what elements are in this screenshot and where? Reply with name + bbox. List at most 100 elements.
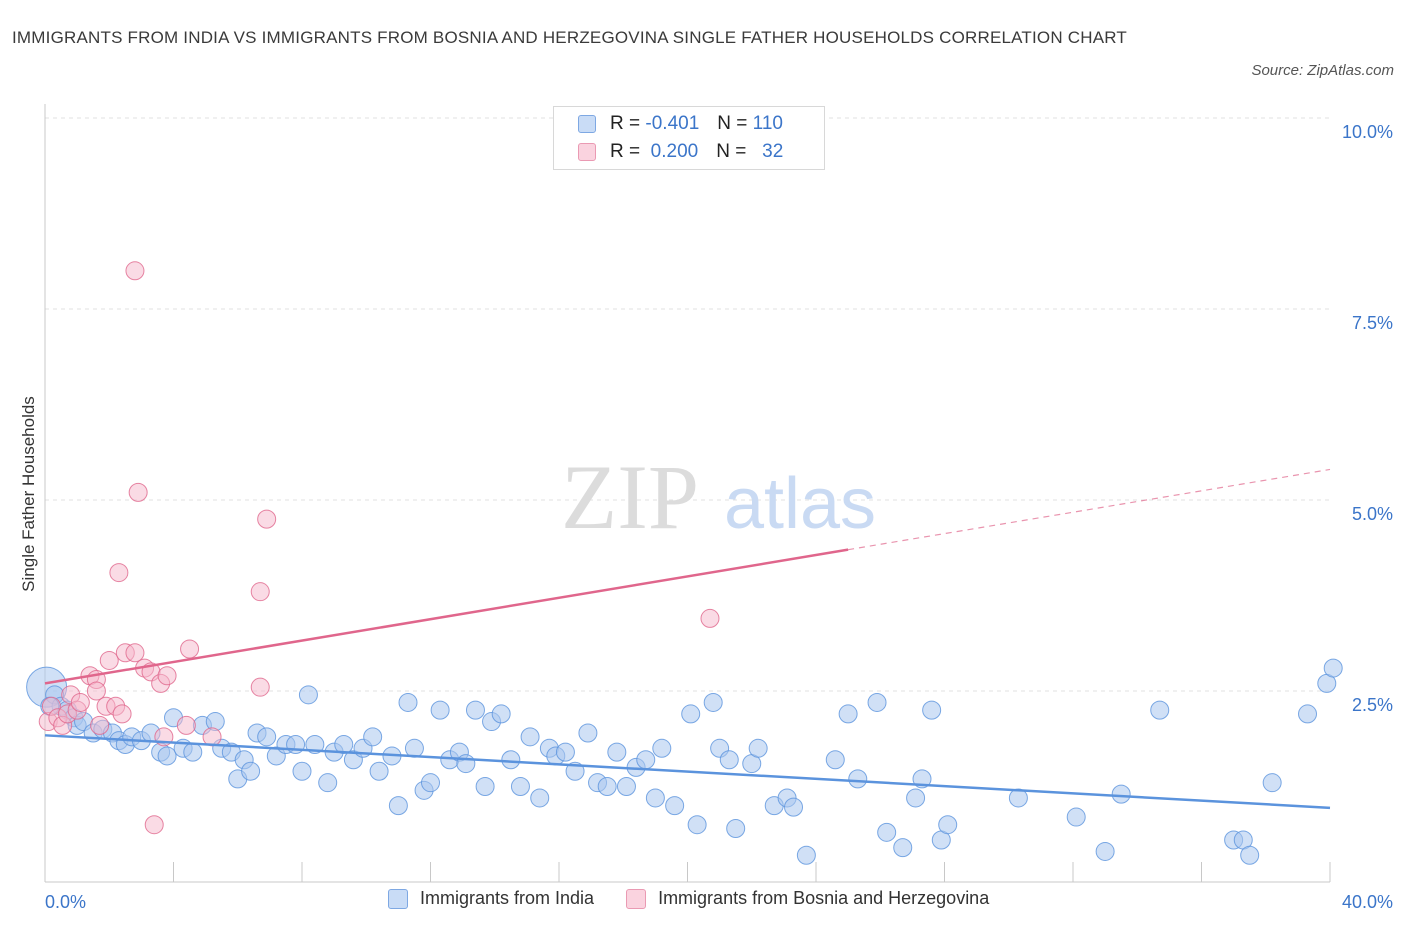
india-point — [784, 797, 804, 817]
bosnia-point — [125, 261, 145, 281]
india-point — [456, 754, 476, 774]
india-point — [430, 700, 450, 720]
india-point — [555, 742, 575, 762]
legend-r-value: -0.401 — [645, 113, 700, 134]
india-point — [491, 704, 511, 724]
india-point — [241, 761, 261, 781]
bosnia-point — [99, 650, 119, 670]
india-point — [719, 750, 739, 770]
india-point — [687, 815, 707, 835]
india-point — [1298, 704, 1318, 724]
india-point — [1095, 841, 1115, 861]
watermark-zip: ZIP — [561, 446, 699, 548]
bosnia-point — [257, 509, 277, 529]
india-point — [726, 819, 746, 839]
legend-swatch-bosnia — [626, 888, 647, 909]
india-point — [796, 845, 816, 865]
india-point — [530, 788, 550, 808]
india-point — [475, 777, 495, 796]
bosnia-point — [109, 563, 129, 583]
watermark: ZIP atlas — [561, 446, 876, 548]
india-point — [501, 750, 521, 770]
correlation-legend: R = -0.401 N = 110 R = 0.200 N = 32 — [553, 106, 825, 170]
india-point — [298, 685, 318, 705]
india-point — [597, 777, 617, 796]
bosnia-point — [112, 704, 132, 724]
legend-r-label: R = — [610, 141, 641, 162]
legend-label-india: Immigrants from India — [420, 888, 595, 908]
india-point — [645, 788, 665, 808]
bosnia-trend-line-extension — [848, 468, 1331, 551]
india-point — [848, 769, 868, 789]
y-axis-label: Single Father Households — [19, 396, 38, 592]
axes — [44, 104, 1331, 883]
tick-labels: 2.5% 5.0% 7.5% 10.0% 0.0% 40.0% — [45, 122, 1393, 912]
india-point — [305, 734, 325, 754]
india-point — [681, 704, 701, 724]
legend-label-bosnia: Immigrants from Bosnia and Herzegovina — [658, 888, 990, 908]
legend-item-india: Immigrants from India — [388, 888, 594, 909]
india-point — [1066, 807, 1086, 827]
series-legend: Immigrants from India Immigrants from Bo… — [388, 888, 1021, 909]
legend-row-india: R = -0.401 N = 110 — [578, 112, 783, 136]
bosnia-point — [125, 643, 145, 663]
bosnia-point — [250, 582, 270, 602]
india-point — [1262, 773, 1282, 793]
legend-row-bosnia: R = 0.200 N = 32 — [578, 140, 783, 164]
india-point — [157, 746, 177, 766]
india-point — [893, 838, 913, 858]
india-point — [938, 815, 958, 835]
india-point — [838, 704, 858, 724]
india-point — [257, 727, 277, 747]
india-point — [520, 727, 540, 747]
grid-lines — [45, 117, 1330, 692]
india-point — [867, 692, 887, 712]
y-tick-label: 5.0% — [1352, 504, 1393, 524]
legend-r-value: 0.200 — [650, 141, 699, 162]
india-point — [1150, 700, 1170, 720]
x-tick-label: 40.0% — [1342, 892, 1393, 912]
india-point — [183, 742, 203, 762]
india-point — [292, 761, 312, 781]
india-point — [1111, 784, 1131, 804]
x-tick-label: 0.0% — [45, 892, 86, 912]
bosnia-point — [176, 715, 196, 735]
legend-swatch-bosnia — [578, 143, 596, 161]
india-point — [578, 723, 598, 743]
india-point — [636, 750, 656, 770]
bosnia-point — [250, 677, 270, 697]
legend-item-bosnia: Immigrants from Bosnia and Herzegovina — [626, 888, 989, 909]
india-point — [703, 692, 723, 712]
india-point — [334, 734, 354, 754]
y-tick-label: 10.0% — [1342, 122, 1393, 142]
bosnia-trend-line — [44, 548, 849, 685]
legend-n-value: 32 — [762, 141, 784, 162]
legend-n-label: N = — [716, 141, 747, 162]
india-point — [607, 742, 627, 762]
bosnia-point — [128, 482, 148, 502]
india-point — [1240, 845, 1260, 865]
y-tick-label: 2.5% — [1352, 695, 1393, 715]
india-point — [369, 761, 389, 781]
legend-swatch-india — [388, 888, 408, 909]
legend-n-value: 110 — [752, 113, 783, 134]
bosnia-point — [90, 715, 110, 735]
india-point — [652, 738, 672, 758]
india-point — [922, 700, 942, 720]
india-point — [510, 777, 530, 796]
india-point — [665, 796, 685, 816]
bosnia-point — [180, 639, 200, 659]
trend-lines — [44, 468, 1331, 810]
india-trend-line — [44, 734, 1331, 810]
india-point — [398, 692, 418, 712]
india-point — [1323, 658, 1343, 678]
watermark-atlas: atlas — [724, 464, 876, 544]
chart-title: IMMIGRANTS FROM INDIA VS IMMIGRANTS FROM… — [12, 28, 1128, 47]
legend-n-label: N = — [717, 113, 748, 134]
india-point — [421, 773, 440, 793]
india-point — [388, 796, 408, 816]
india-point — [748, 738, 768, 758]
legend-r-label: R = — [610, 113, 641, 134]
india-point — [906, 788, 926, 808]
